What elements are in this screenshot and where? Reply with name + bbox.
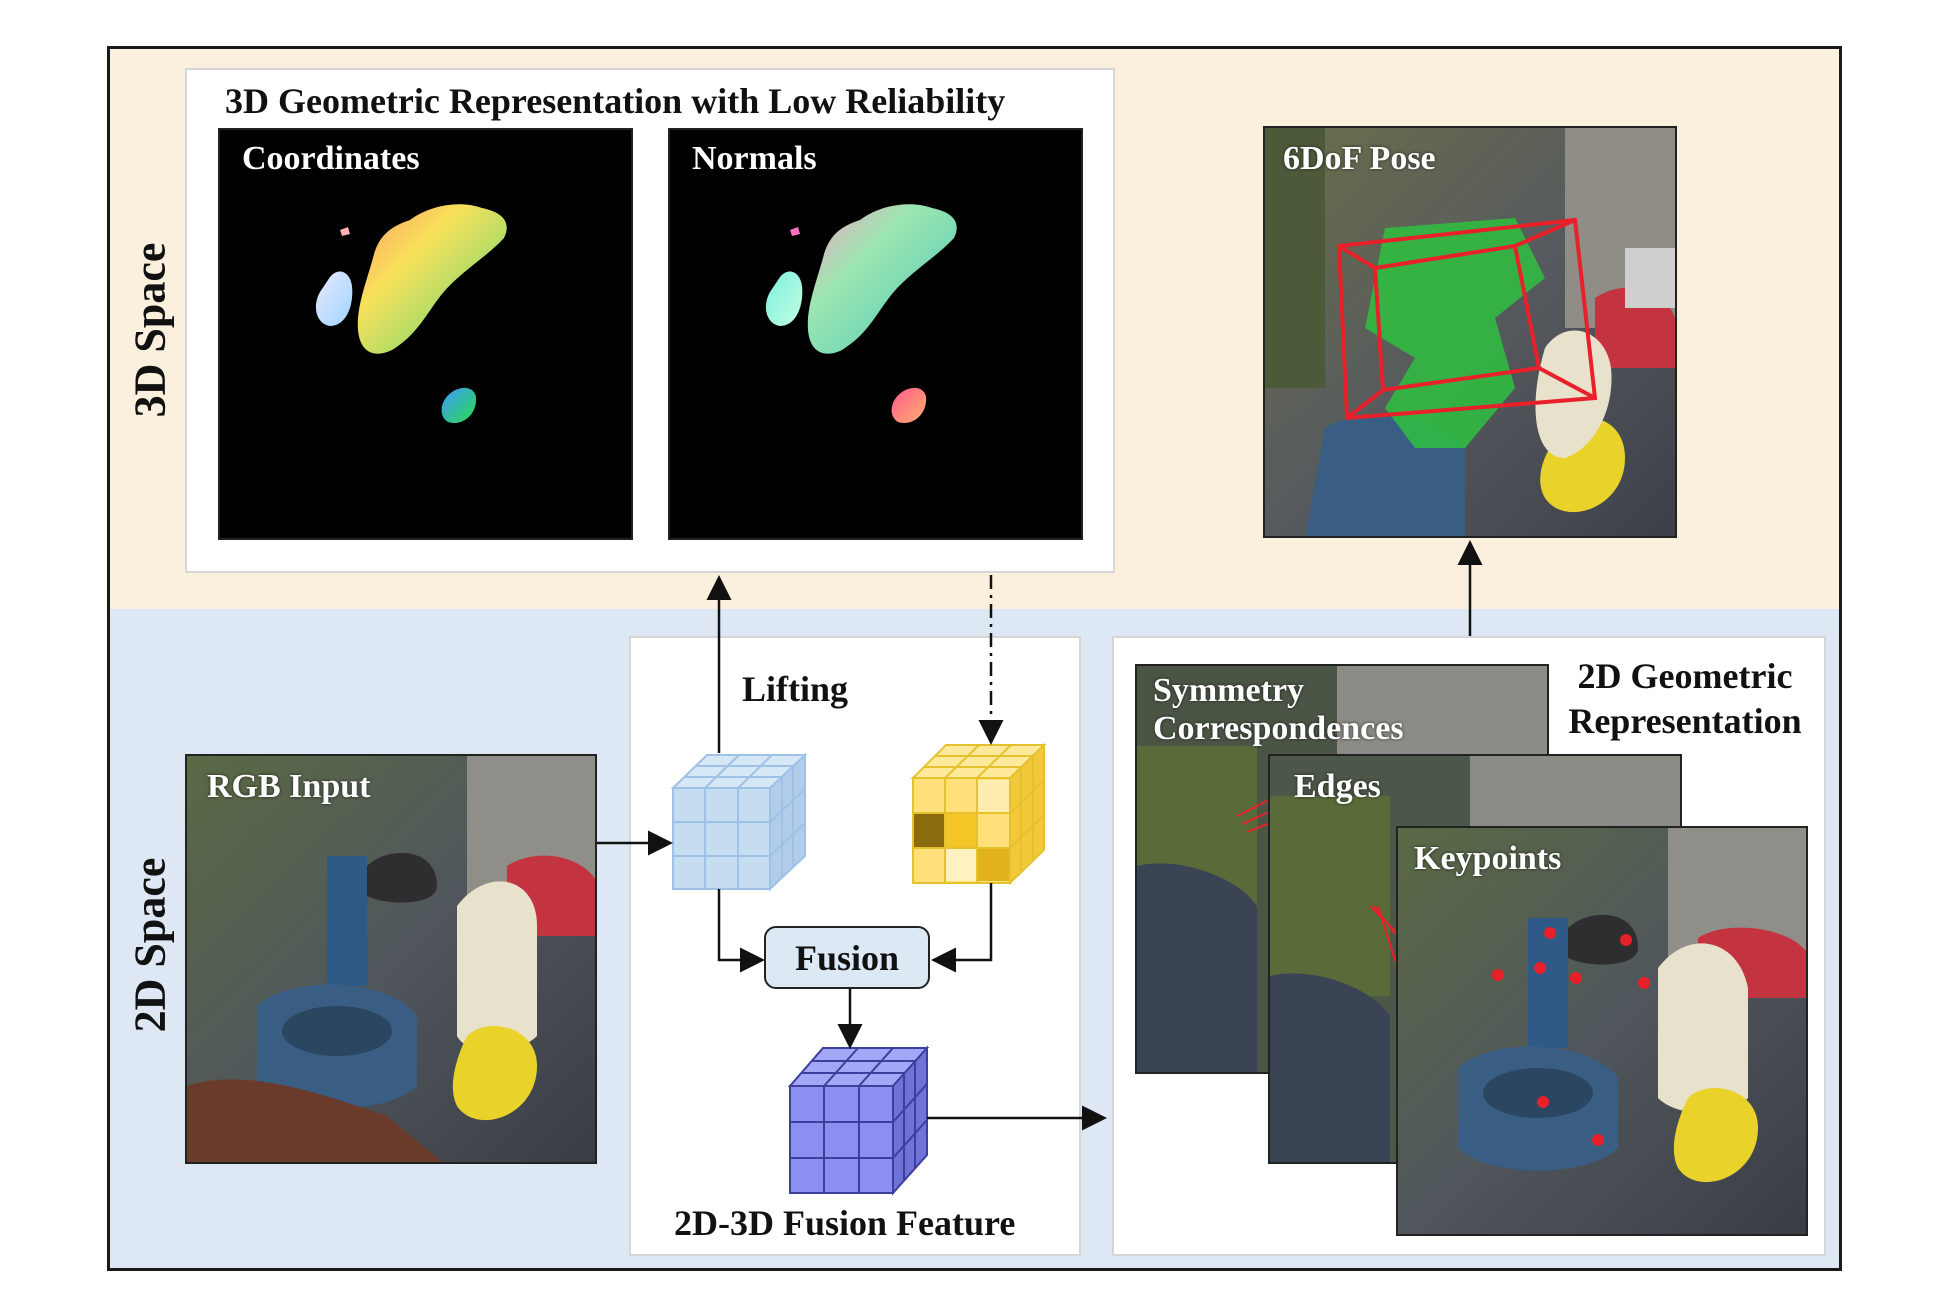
pose-label: 6DoF Pose [1283, 140, 1436, 177]
fusion-feature-label: 2D-3D Fusion Feature [674, 1203, 1016, 1243]
coordinates-label: Coordinates [242, 140, 420, 177]
symmetry-label-line2: Correspondences [1153, 710, 1404, 747]
rgb-scene [187, 756, 595, 1162]
2d-geometric-title-line2: Representation [1568, 701, 1802, 741]
edges-label: Edges [1294, 768, 1381, 805]
keypoints-label: Keypoints [1414, 840, 1562, 877]
lifting-cube [670, 752, 808, 892]
normals-label: Normals [692, 140, 817, 177]
prior-to-fusion-arrow [931, 883, 993, 973]
coordinates-map: Coordinates [218, 128, 633, 540]
keypoints-image: Keypoints [1396, 826, 1808, 1236]
keypoints-scene [1398, 828, 1806, 1234]
3d-geometric-title: 3D Geometric Representation with Low Rel… [225, 81, 1006, 121]
symmetry-label-line1: Symmetry [1153, 672, 1305, 709]
rgb-input-label: RGB Input [207, 768, 371, 805]
fusion-label: Fusion [794, 937, 900, 978]
normals-map: Normals [668, 128, 1083, 540]
fusion-box: Fusion [764, 926, 930, 989]
prior-cube [910, 742, 1047, 886]
2d-geometric-title-line1: 2D Geometric [1577, 656, 1793, 696]
fusion-feature-cube [787, 1045, 930, 1196]
rgb-input-image: RGB Input [185, 754, 597, 1164]
figure-border [107, 46, 1842, 1271]
coordinates-map-image [315, 204, 507, 424]
normals-map-image [765, 204, 957, 424]
lifting-to-fusion-arrow [717, 889, 765, 973]
lifting-label: Lifting [742, 669, 849, 709]
pose-scene [1265, 128, 1675, 536]
pose-image: 6DoF Pose [1263, 126, 1677, 538]
keypoint-markers [1492, 927, 1650, 1146]
